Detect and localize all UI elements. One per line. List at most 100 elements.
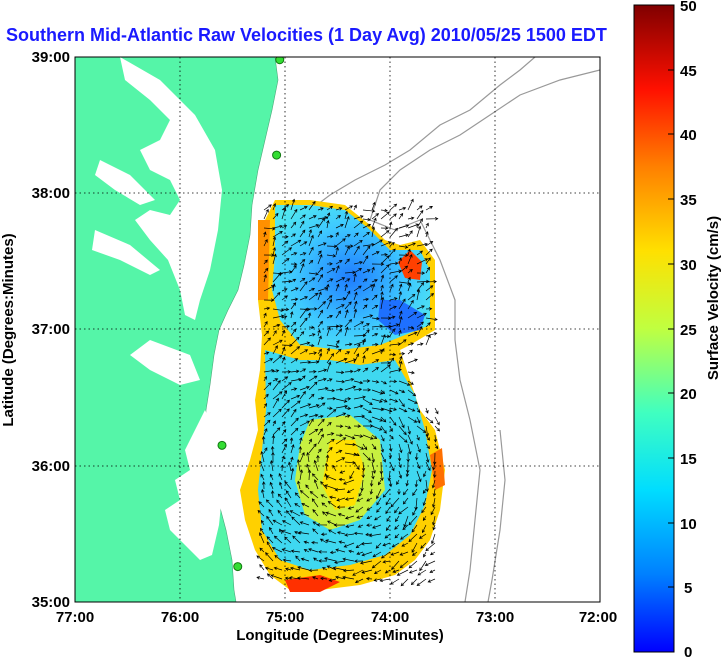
velocity-arrow	[359, 560, 373, 565]
velocity-arrow	[326, 396, 337, 401]
velocity-arrow	[335, 231, 339, 238]
velocity-arrow	[326, 438, 335, 445]
velocity-arrow	[408, 569, 418, 574]
velocity-arrow	[416, 416, 421, 424]
velocity-arrow	[382, 488, 391, 498]
velocity-arrow	[299, 296, 309, 301]
velocity-arrow	[326, 278, 334, 283]
velocity-arrow	[373, 578, 382, 582]
velocity-arrow	[345, 524, 355, 528]
velocity-arrow	[380, 434, 385, 442]
velocity-arrow	[408, 560, 418, 569]
velocity-arrow	[324, 484, 337, 490]
velocity-arrow	[432, 524, 436, 531]
velocity-arrow	[290, 321, 297, 328]
velocity-arrow	[308, 259, 314, 265]
velocity-arrow	[424, 560, 436, 566]
colorbar-tick: 45	[680, 63, 697, 80]
velocity-arrow	[392, 569, 400, 573]
velocity-arrow	[263, 428, 268, 436]
velocity-arrow	[308, 292, 319, 301]
velocity-arrow	[308, 215, 317, 220]
velocity-arrow	[335, 260, 343, 265]
velocity-arrow	[344, 258, 350, 265]
velocity-arrow	[281, 240, 289, 247]
velocity-arrow	[389, 203, 398, 211]
velocity-arrow	[299, 430, 305, 436]
velocity-arrow	[256, 555, 265, 562]
velocity-arrow	[398, 233, 409, 238]
velocity-arrow	[420, 542, 427, 549]
velocity-arrow	[324, 462, 329, 472]
velocity-arrow	[299, 229, 306, 238]
velocity-arrow	[337, 513, 346, 517]
velocity-arrow	[272, 283, 276, 292]
velocity-arrow	[272, 291, 281, 301]
velocity-arrow	[429, 551, 436, 556]
velocity-arrow	[398, 506, 409, 515]
velocity-arrow	[290, 346, 301, 355]
velocity-arrow	[272, 420, 276, 427]
velocity-arrow	[398, 329, 402, 337]
velocity-arrow	[290, 297, 299, 302]
velocity-arrow	[371, 461, 376, 474]
velocity-arrow	[361, 551, 373, 557]
velocity-arrow	[317, 250, 322, 256]
velocity-arrow	[382, 542, 391, 547]
velocity-arrow	[308, 438, 312, 445]
velocity-arrow	[396, 569, 409, 576]
velocity-arrow	[326, 234, 334, 239]
x-tick-label: 77:00	[56, 609, 94, 626]
velocity-arrow	[353, 272, 357, 283]
velocity-arrow	[354, 559, 364, 563]
velocity-arrow	[344, 406, 352, 411]
velocity-arrow	[281, 204, 290, 211]
velocity-arrow	[318, 559, 328, 563]
velocity-arrow	[425, 257, 431, 265]
velocity-arrow	[400, 533, 409, 540]
velocity-arrow	[416, 407, 421, 414]
velocity-arrow	[416, 218, 423, 229]
velocity-arrow	[299, 206, 308, 211]
velocity-arrow	[316, 454, 320, 463]
velocity-arrow	[266, 541, 274, 553]
velocity-arrow	[344, 309, 349, 319]
velocity-arrow	[425, 285, 434, 292]
velocity-arrow	[317, 217, 325, 229]
velocity-arrow	[432, 461, 436, 471]
velocity-arrow	[299, 252, 307, 256]
velocity-arrow	[427, 578, 436, 583]
velocity-arrow	[425, 461, 431, 472]
velocity-arrow	[335, 457, 346, 463]
velocity-arrow	[308, 333, 316, 337]
velocity-arrow	[416, 470, 422, 483]
velocity-arrow	[398, 425, 407, 436]
velocity-arrow	[408, 533, 418, 543]
velocity-arrow	[344, 244, 354, 248]
velocity-arrow	[317, 329, 321, 337]
velocity-arrow	[285, 490, 292, 499]
velocity-arrow	[263, 238, 268, 247]
velocity-arrow	[336, 531, 346, 535]
velocity-arrow	[307, 312, 312, 319]
velocity-arrow	[398, 224, 410, 229]
velocity-arrow	[347, 506, 355, 510]
velocity-arrow	[308, 325, 315, 330]
velocity-arrow	[344, 342, 353, 347]
velocity-arrow	[335, 437, 347, 445]
velocity-arrow	[290, 302, 297, 310]
velocity-arrow	[371, 305, 379, 310]
velocity-arrow	[335, 575, 346, 580]
velocity-arrow	[407, 443, 412, 455]
velocity-arrow	[407, 434, 413, 445]
velocity-arrow	[258, 501, 265, 508]
velocity-arrow	[380, 364, 391, 373]
velocity-arrow	[378, 479, 382, 486]
velocity-arrow	[407, 389, 417, 397]
velocity-arrow	[371, 443, 377, 450]
y-tick-label: 37:00	[32, 321, 70, 338]
velocity-arrow	[281, 408, 290, 418]
colorbar-tick: 0	[684, 644, 692, 659]
velocity-arrow	[317, 253, 323, 265]
velocity-arrow	[396, 479, 400, 486]
